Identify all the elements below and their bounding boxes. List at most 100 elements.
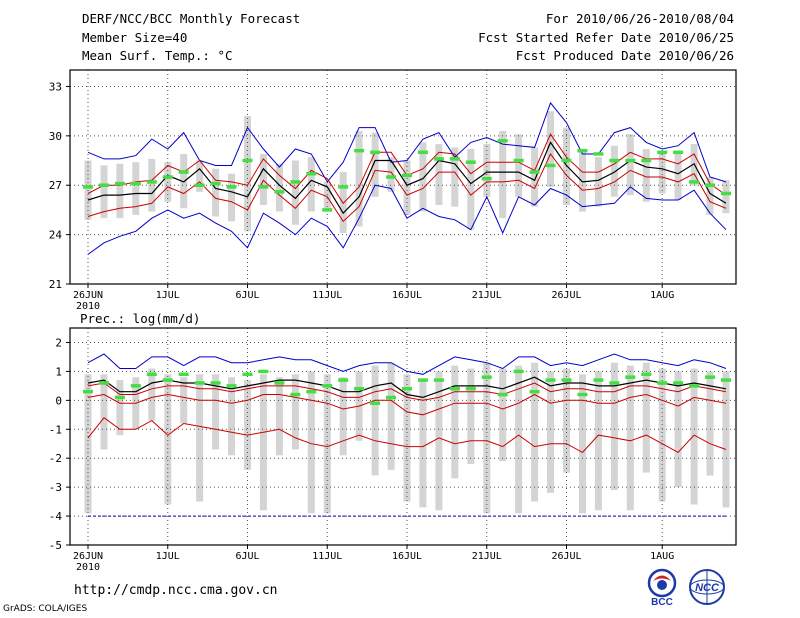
spread-box (403, 160, 411, 215)
spread-box (164, 374, 172, 505)
spread-box (451, 365, 459, 479)
spread-box (419, 142, 427, 212)
spread-box (307, 157, 315, 212)
x-tick-label: 1JUL (156, 290, 180, 301)
spread-box (116, 380, 124, 436)
lower-line (87, 393, 727, 416)
y-tick-label: 1 (55, 365, 62, 378)
spread-box (212, 374, 220, 450)
x-tick-label: 21JUL (472, 551, 502, 562)
bcc-logo-core (657, 580, 667, 590)
spread-box (403, 374, 411, 502)
x-tick-label: 1AUG (650, 290, 674, 301)
spread-box (594, 157, 602, 207)
spread-box (706, 371, 714, 476)
y-tick-label: -3 (49, 481, 62, 494)
spread-box (435, 371, 443, 511)
x-tick-label: 6JUL (235, 551, 259, 562)
y-tick-label: -4 (49, 510, 63, 523)
bcc-logo-ring (647, 568, 677, 598)
spread-box (610, 145, 618, 197)
x-tick-label: 16JUL (392, 551, 422, 562)
spread-box (515, 365, 523, 514)
y-tick-label: -1 (49, 423, 62, 436)
spread-box (116, 163, 124, 219)
member-size: Member Size=40 (82, 30, 188, 45)
forecast-period: For 2010/06/26-2010/08/04 (545, 11, 734, 26)
spread-box (483, 362, 491, 514)
max-line (87, 101, 727, 183)
spread-box (706, 177, 714, 215)
spread-box (100, 374, 108, 450)
spread-box (228, 173, 235, 222)
spread-box (84, 374, 92, 514)
spread-box (387, 362, 395, 470)
x-tick-label: 1JUL (156, 551, 180, 562)
spread-box (658, 368, 666, 502)
spread-box (722, 180, 730, 214)
x-tick-label: 11JUL (312, 290, 342, 301)
spread-box (100, 165, 108, 219)
x-tick-sublabel: 2010 (76, 562, 100, 573)
plot-frame (69, 69, 737, 285)
spread-box (467, 149, 475, 230)
spread-box (451, 147, 459, 207)
spread-box (291, 160, 299, 225)
bcc-logo-swoosh (653, 575, 671, 581)
spread-box (642, 362, 650, 473)
grads-credit: GrADS: COLA/IGES (3, 604, 88, 614)
spread-box (547, 111, 554, 187)
spread-box (275, 163, 283, 212)
spread-box (610, 362, 618, 490)
plot-frame (69, 327, 737, 546)
spread-box (626, 134, 634, 196)
y-tick-label: 30 (49, 130, 62, 143)
spread-box (339, 377, 347, 456)
spread-box (515, 134, 523, 197)
source-url[interactable]: http://cmdp.ncc.cma.gov.cn (74, 583, 278, 598)
spread-box (626, 365, 634, 511)
spread-box (435, 144, 443, 205)
lower-line (87, 153, 727, 223)
spread-box (531, 362, 539, 502)
min-line (87, 184, 727, 255)
min-line (87, 417, 727, 454)
bcc-logo-text: BCC (651, 597, 673, 608)
spread-box (196, 160, 204, 192)
fcst-produced-date: Fcst Produced Date 2010/06/26 (515, 48, 734, 63)
spread-box (148, 158, 156, 212)
y-tick-label: 0 (55, 394, 62, 407)
y-tick-label: 21 (49, 278, 62, 291)
x-tick-label: 26JUN (73, 551, 103, 562)
y-tick-label: -2 (49, 452, 62, 465)
y-tick-label: 24 (49, 229, 63, 242)
y-tick-label: 2 (55, 336, 62, 349)
upper-line (87, 382, 727, 401)
ncc-logo-text: NCC (695, 582, 720, 594)
spread-box (371, 365, 379, 476)
spread-box (594, 371, 602, 511)
x-tick-label: 11JUL (312, 551, 342, 562)
mean-line (87, 376, 727, 399)
spread-box (531, 147, 539, 207)
y-tick-label: -5 (49, 539, 62, 552)
spread-box (467, 368, 475, 464)
spread-box (355, 130, 363, 227)
mean-line (87, 141, 727, 215)
spread-box (180, 377, 188, 424)
spread-box (228, 377, 235, 456)
spread-box (690, 368, 698, 505)
spread-box (658, 154, 666, 194)
x-tick-label: 26JUL (551, 290, 581, 301)
x-tick-label: 1AUG (650, 551, 674, 562)
spread-box (275, 377, 283, 456)
bcc-logo: BCC (647, 568, 677, 608)
x-tick-label: 26JUN (73, 290, 103, 301)
chart-title: DERF/NCC/BCC Monthly Forecast (82, 11, 301, 26)
x-tick-label: 6JUL (235, 290, 259, 301)
spread-box (307, 371, 315, 514)
spread-box (547, 371, 554, 493)
spread-box (642, 149, 650, 202)
